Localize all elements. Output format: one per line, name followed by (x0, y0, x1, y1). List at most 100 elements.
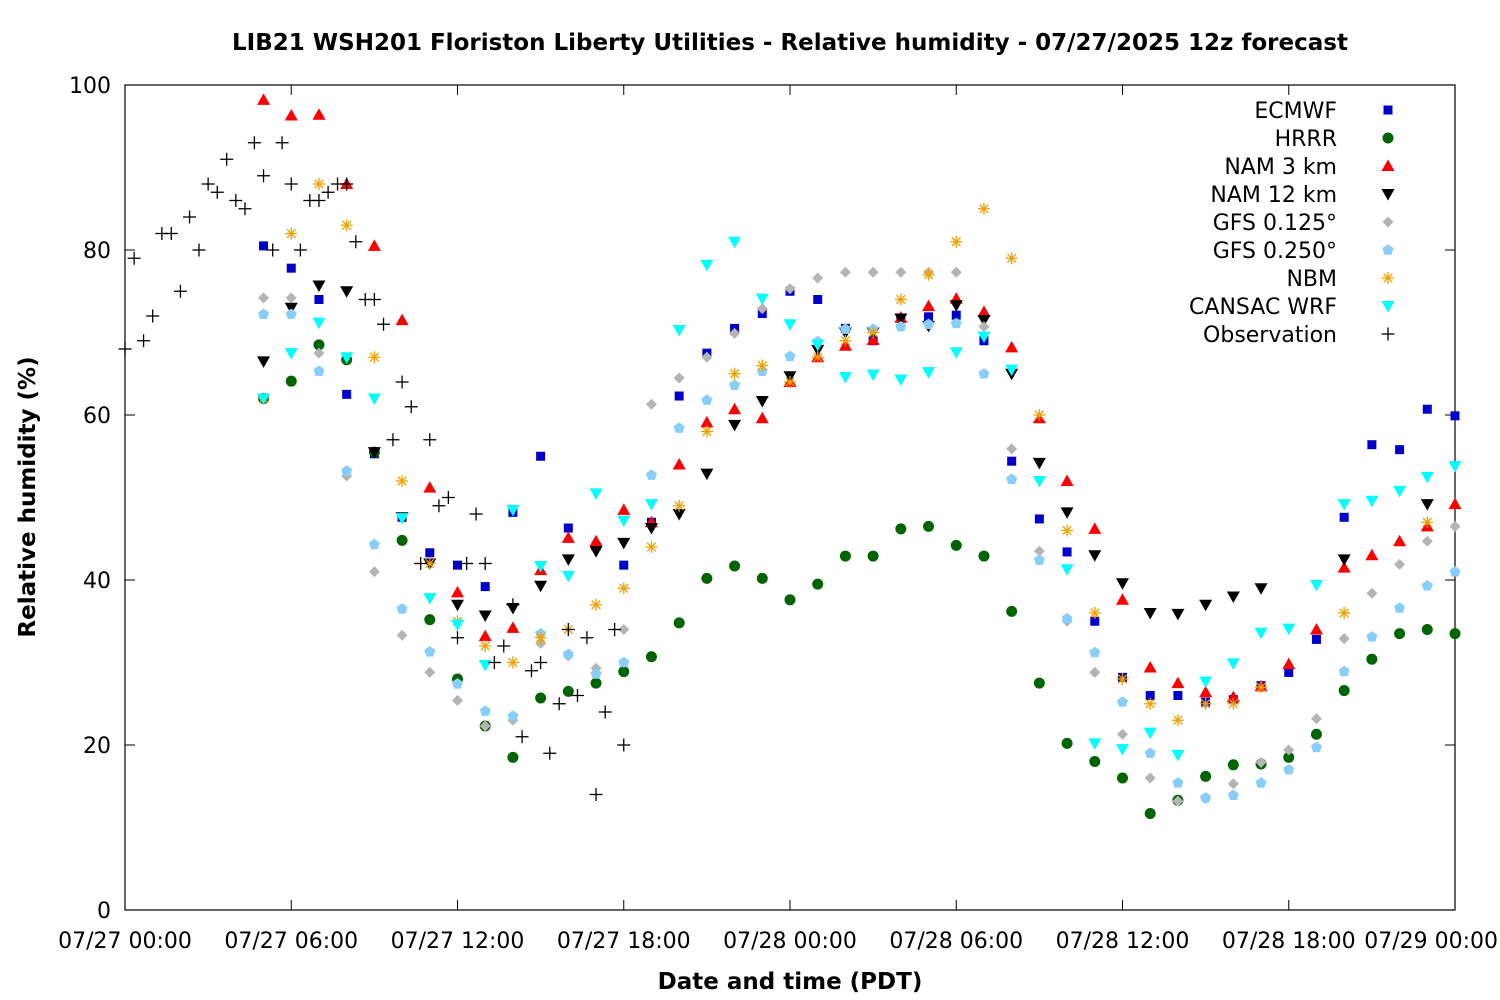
data-point (1090, 616, 1100, 626)
data-point (1032, 476, 1046, 488)
data-point (580, 631, 594, 645)
data-point (396, 475, 409, 487)
data-point (534, 631, 547, 644)
data-point (1006, 473, 1018, 485)
data-point (1061, 612, 1073, 624)
data-point (617, 738, 631, 752)
data-point (1116, 744, 1129, 756)
data-point (340, 219, 353, 232)
data-point (1255, 681, 1268, 694)
legend-item-gfs-0-125: GFS 0.125° (1213, 211, 1394, 236)
data-point (173, 284, 187, 298)
data-point (368, 351, 381, 364)
data-point (507, 710, 519, 721)
series-cansac-wrf (257, 236, 1462, 762)
data-point (340, 177, 354, 191)
data-point (469, 507, 483, 521)
data-point (784, 376, 796, 388)
data-point (756, 303, 768, 315)
data-point (866, 369, 880, 382)
data-point (1365, 495, 1379, 508)
data-point (451, 585, 464, 598)
data-point (1338, 685, 1350, 697)
data-point (1199, 697, 1212, 710)
series-gfs-0-125 (258, 266, 1461, 807)
data-point (1366, 653, 1378, 665)
data-point (617, 515, 631, 528)
data-point (673, 617, 685, 629)
data-point (313, 339, 325, 351)
data-point (146, 309, 160, 323)
data-point (183, 210, 197, 224)
data-point (1422, 404, 1432, 414)
data-point (924, 312, 934, 322)
data-point (312, 178, 325, 190)
data-point (286, 263, 296, 273)
legend-marker (1382, 216, 1394, 228)
data-point (1116, 696, 1129, 707)
data-point (978, 321, 990, 333)
data-point (487, 656, 501, 669)
data-point (1338, 633, 1350, 645)
data-point (949, 300, 963, 312)
data-point (497, 639, 511, 653)
x-axis-title: Date and time (PDT) (658, 969, 923, 995)
data-point (784, 594, 796, 606)
data-point (1005, 252, 1018, 265)
data-point (284, 109, 298, 121)
data-point (755, 395, 769, 408)
data-point (950, 539, 962, 551)
data-point (1227, 778, 1239, 790)
data-point (275, 136, 289, 150)
data-point (1033, 409, 1046, 421)
data-point (210, 185, 224, 199)
data-point (1227, 697, 1240, 710)
data-point (756, 359, 769, 372)
legend-item-nam-12-km: NAM 12 km (1210, 183, 1395, 208)
data-point (312, 108, 326, 120)
data-point (1420, 471, 1434, 484)
data-point (220, 152, 234, 166)
data-point (728, 236, 742, 249)
legend-marker (1381, 327, 1395, 341)
data-point (950, 235, 963, 248)
legend: ECMWF HRRR NAM 3 km NAM 12 km GFS 0.125° GFS … (1189, 99, 1395, 348)
data-point (867, 326, 880, 339)
x-tick-label: 07/28 18:00 (1222, 929, 1356, 954)
data-point (1254, 627, 1268, 640)
data-point (977, 305, 991, 317)
data-point (1366, 631, 1378, 642)
data-point (258, 292, 270, 304)
data-point (313, 347, 325, 359)
data-point (1450, 411, 1460, 421)
data-point (895, 266, 907, 278)
data-point (562, 685, 574, 697)
data-point (950, 317, 962, 329)
data-point (811, 351, 824, 364)
data-point (977, 315, 991, 327)
data-point (673, 499, 686, 512)
data-point (977, 331, 991, 344)
data-point (137, 334, 151, 348)
data-point (1226, 690, 1240, 703)
y-tick-label: 0 (97, 899, 111, 924)
data-point (285, 308, 297, 320)
data-point (866, 333, 880, 345)
data-point (423, 593, 437, 605)
data-point (561, 531, 575, 543)
data-point (1309, 579, 1323, 592)
data-point (1006, 443, 1018, 455)
data-point (838, 372, 852, 384)
data-point (812, 578, 824, 590)
data-point (395, 313, 409, 326)
y-tick-label: 20 (83, 734, 111, 759)
data-point (342, 389, 352, 399)
x-tick-label: 07/27 12:00 (391, 929, 525, 954)
data-point (1226, 658, 1240, 670)
data-point (1421, 535, 1433, 547)
x-axis: 07/27 00:00 07/27 06:00 07/27 12:00 07/27 1… (58, 85, 1498, 954)
legend-item-hrrr: HRRR (1275, 127, 1394, 152)
data-point (1448, 461, 1462, 473)
data-point (284, 177, 298, 191)
data-point (589, 546, 603, 558)
